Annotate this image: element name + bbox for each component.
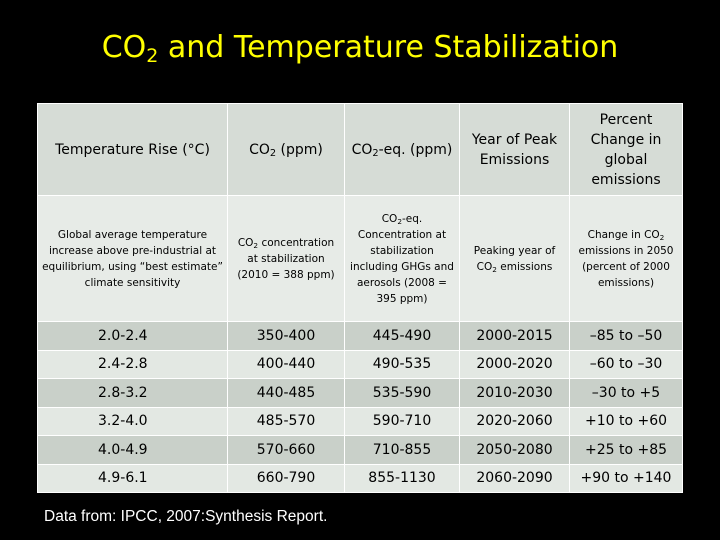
cell-temperature: 2.8-3.2 xyxy=(37,378,228,408)
cell-temperature: 3.2-4.0 xyxy=(37,406,228,436)
header-co2-ppm: CO2 (ppm) xyxy=(227,103,345,196)
cell-co2: 485-570 xyxy=(227,406,345,436)
cell-percent-change: +25 to +85 xyxy=(569,435,683,465)
source-note: Data from: IPCC, 2007:Synthesis Report. xyxy=(44,508,328,525)
table-row: 3.2-4.0 485-570 590-710 2020-2060 +10 to… xyxy=(37,406,683,436)
cell-co2: 570-660 xyxy=(227,435,345,465)
header-percent-change: Percent Change in global emissions xyxy=(569,103,683,196)
cell-percent-change: –60 to –30 xyxy=(569,349,683,379)
header-temperature-rise: Temperature Rise (°C) xyxy=(37,103,228,196)
cell-percent-change: –30 to +5 xyxy=(569,378,683,408)
cell-temperature: 4.9-6.1 xyxy=(37,463,228,493)
desc-co2-eq-ppm: CO2-eq. Concentration at stabilization i… xyxy=(344,195,460,322)
cell-peak-year: 2010-2030 xyxy=(459,378,570,408)
cell-temperature: 4.0-4.9 xyxy=(37,435,228,465)
stabilization-table: Temperature Rise (°C) CO2 (ppm) CO2-eq. … xyxy=(37,103,683,493)
cell-co2-eq: 855-1130 xyxy=(344,463,460,493)
page-title: CO2 and Temperature Stabilization xyxy=(101,30,619,67)
cell-co2-eq: 590-710 xyxy=(344,406,460,436)
desc-year-of-peak: Peaking year of CO2 emissions xyxy=(459,195,570,322)
table-description-row: Global average temperature increase abov… xyxy=(37,195,683,322)
table-row: 4.0-4.9 570-660 710-855 2050-2080 +25 to… xyxy=(37,435,683,465)
cell-temperature: 2.4-2.8 xyxy=(37,349,228,379)
cell-peak-year: 2060-2090 xyxy=(459,463,570,493)
cell-percent-change: –85 to –50 xyxy=(569,321,683,351)
cell-co2: 400-440 xyxy=(227,349,345,379)
cell-temperature: 2.0-2.4 xyxy=(37,321,228,351)
table-row: 2.8-3.2 440-485 535-590 2010-2030 –30 to… xyxy=(37,378,683,408)
cell-percent-change: +10 to +60 xyxy=(569,406,683,436)
table-header-row: Temperature Rise (°C) CO2 (ppm) CO2-eq. … xyxy=(37,103,683,196)
desc-percent-change: Change in CO2 emissions in 2050 (percent… xyxy=(569,195,683,322)
cell-percent-change: +90 to +140 xyxy=(569,463,683,493)
cell-co2-eq: 535-590 xyxy=(344,378,460,408)
cell-peak-year: 2000-2020 xyxy=(459,349,570,379)
table-row: 4.9-6.1 660-790 855-1130 2060-2090 +90 t… xyxy=(37,463,683,493)
cell-peak-year: 2000-2015 xyxy=(459,321,570,351)
cell-co2-eq: 445-490 xyxy=(344,321,460,351)
cell-co2-eq: 490-535 xyxy=(344,349,460,379)
header-year-of-peak: Year of Peak Emissions xyxy=(459,103,570,196)
table-row: 2.4-2.8 400-440 490-535 2000-2020 –60 to… xyxy=(37,349,683,379)
cell-co2: 660-790 xyxy=(227,463,345,493)
cell-co2: 440-485 xyxy=(227,378,345,408)
desc-co2-ppm: CO2 concentration at stabilization (2010… xyxy=(227,195,345,322)
cell-peak-year: 2050-2080 xyxy=(459,435,570,465)
header-co2-eq-ppm: CO2-eq. (ppm) xyxy=(344,103,460,196)
cell-co2-eq: 710-855 xyxy=(344,435,460,465)
cell-peak-year: 2020-2060 xyxy=(459,406,570,436)
desc-temperature-rise: Global average temperature increase abov… xyxy=(37,195,228,322)
table-row: 2.0-2.4 350-400 445-490 2000-2015 –85 to… xyxy=(37,321,683,351)
cell-co2: 350-400 xyxy=(227,321,345,351)
